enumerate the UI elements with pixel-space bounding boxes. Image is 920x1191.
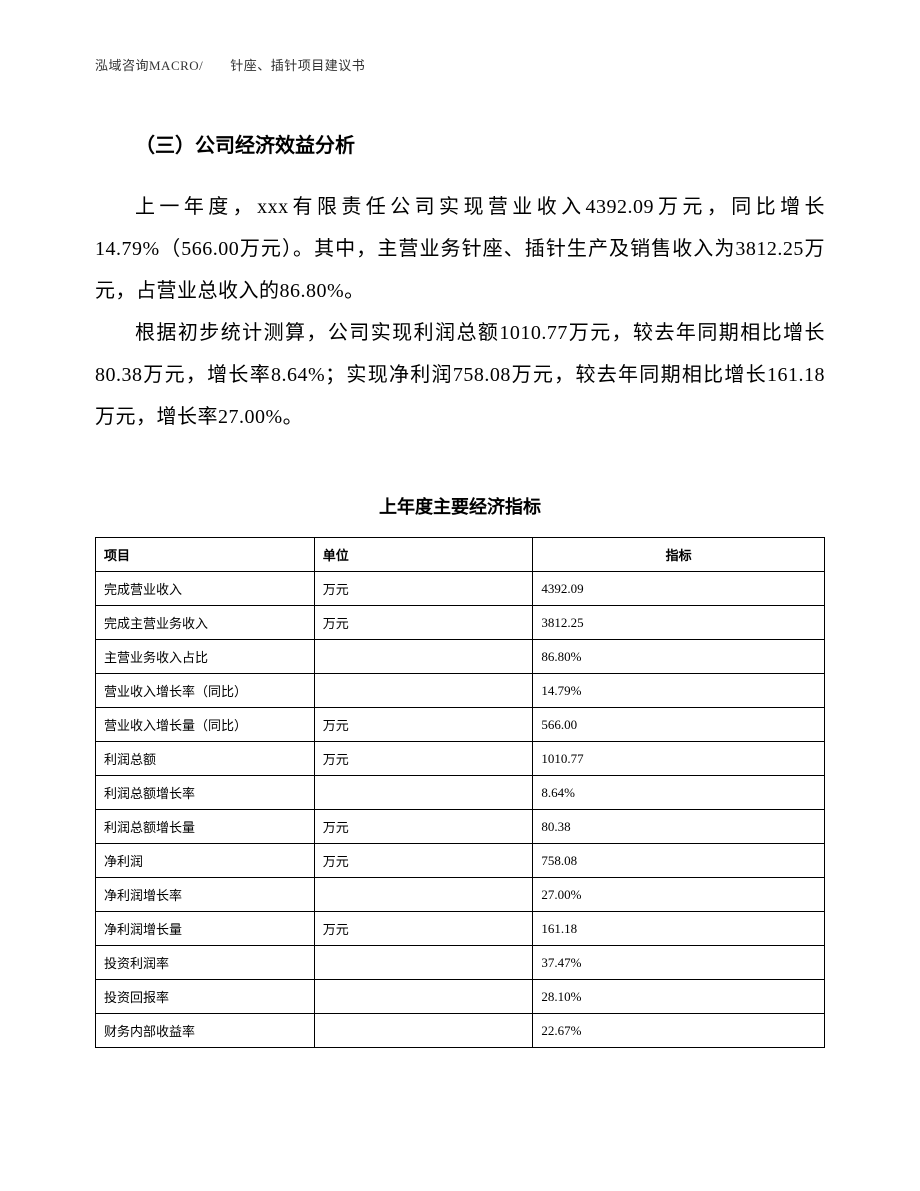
table-cell: 营业收入增长量（同比） [96, 708, 315, 742]
table-row: 利润总额万元1010.77 [96, 742, 825, 776]
table-cell [314, 640, 533, 674]
paragraph-1: 上一年度，xxx有限责任公司实现营业收入4392.09万元，同比增长14.79%… [95, 186, 825, 312]
table-row: 主营业务收入占比 86.80% [96, 640, 825, 674]
table-cell: 利润总额增长率 [96, 776, 315, 810]
table-body: 完成营业收入万元4392.09完成主营业务收入万元3812.25主营业务收入占比… [96, 572, 825, 1048]
table-row: 净利润增长率 27.00% [96, 878, 825, 912]
table-cell: 1010.77 [533, 742, 825, 776]
table-cell: 利润总额 [96, 742, 315, 776]
table-row: 投资回报率 28.10% [96, 980, 825, 1014]
paragraph-2: 根据初步统计测算，公司实现利润总额1010.77万元，较去年同期相比增长80.3… [95, 312, 825, 438]
table-cell: 37.47% [533, 946, 825, 980]
table-cell: 万元 [314, 844, 533, 878]
table-row: 完成主营业务收入万元3812.25 [96, 606, 825, 640]
table-row: 投资利润率 37.47% [96, 946, 825, 980]
table-header-row: 项目 单位 指标 [96, 538, 825, 572]
table-cell: 80.38 [533, 810, 825, 844]
table-cell: 万元 [314, 742, 533, 776]
table-cell: 净利润增长量 [96, 912, 315, 946]
table-cell: 161.18 [533, 912, 825, 946]
table-row: 利润总额增长量万元80.38 [96, 810, 825, 844]
table-cell: 万元 [314, 572, 533, 606]
table-cell: 净利润 [96, 844, 315, 878]
table-cell [314, 674, 533, 708]
table-header-col-1: 项目 [96, 538, 315, 572]
table-row: 利润总额增长率 8.64% [96, 776, 825, 810]
table-cell: 14.79% [533, 674, 825, 708]
table-header-col-3: 指标 [533, 538, 825, 572]
table-cell: 8.64% [533, 776, 825, 810]
table-cell: 27.00% [533, 878, 825, 912]
table-cell: 利润总额增长量 [96, 810, 315, 844]
table-cell: 566.00 [533, 708, 825, 742]
table-cell: 4392.09 [533, 572, 825, 606]
table-cell: 投资利润率 [96, 946, 315, 980]
table-cell [314, 1014, 533, 1048]
table-row: 营业收入增长率（同比） 14.79% [96, 674, 825, 708]
table-cell: 758.08 [533, 844, 825, 878]
table-cell [314, 776, 533, 810]
table-cell: 完成主营业务收入 [96, 606, 315, 640]
table-cell: 万元 [314, 810, 533, 844]
table-cell: 投资回报率 [96, 980, 315, 1014]
table-cell: 22.67% [533, 1014, 825, 1048]
table-cell: 主营业务收入占比 [96, 640, 315, 674]
table-cell: 完成营业收入 [96, 572, 315, 606]
table-cell: 万元 [314, 912, 533, 946]
table-cell: 净利润增长率 [96, 878, 315, 912]
table-cell: 万元 [314, 606, 533, 640]
section-title: （三）公司经济效益分析 [95, 129, 825, 158]
table-cell: 万元 [314, 708, 533, 742]
table-row: 净利润万元758.08 [96, 844, 825, 878]
table-cell: 28.10% [533, 980, 825, 1014]
table-cell [314, 980, 533, 1014]
table-cell [314, 878, 533, 912]
table-row: 营业收入增长量（同比）万元566.00 [96, 708, 825, 742]
table-cell: 86.80% [533, 640, 825, 674]
economic-indicators-table: 项目 单位 指标 完成营业收入万元4392.09完成主营业务收入万元3812.2… [95, 537, 825, 1048]
table-cell: 营业收入增长率（同比） [96, 674, 315, 708]
table-header-col-2: 单位 [314, 538, 533, 572]
page-header: 泓域咨询MACRO/ 针座、插针项目建议书 [95, 55, 825, 74]
table-cell: 财务内部收益率 [96, 1014, 315, 1048]
document-page: 泓域咨询MACRO/ 针座、插针项目建议书 （三）公司经济效益分析 上一年度，x… [0, 0, 920, 1108]
table-row: 完成营业收入万元4392.09 [96, 572, 825, 606]
table-title: 上年度主要经济指标 [95, 493, 825, 519]
table-cell [314, 946, 533, 980]
table-row: 净利润增长量万元161.18 [96, 912, 825, 946]
table-cell: 3812.25 [533, 606, 825, 640]
table-row: 财务内部收益率 22.67% [96, 1014, 825, 1048]
